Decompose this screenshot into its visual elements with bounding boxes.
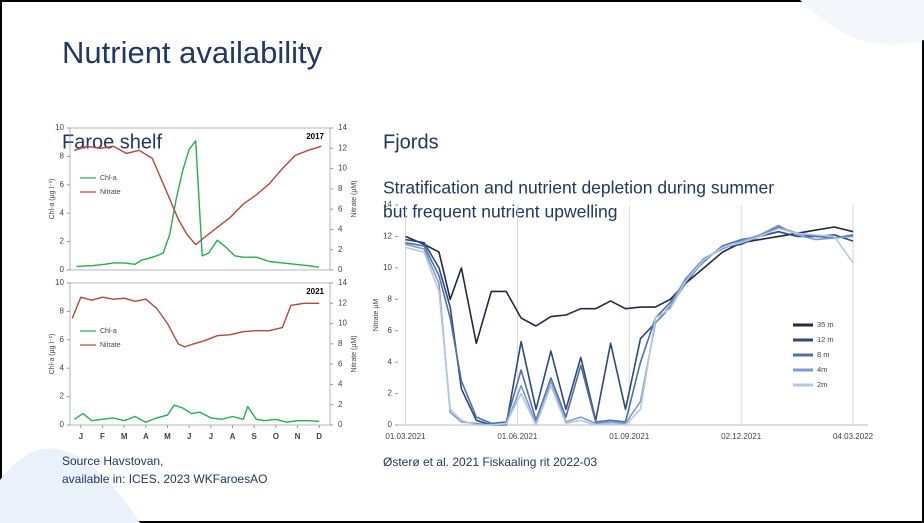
y-tick-label: 10 bbox=[55, 123, 64, 132]
body-text: Stratification and nutrient depletion du… bbox=[383, 178, 774, 198]
x-tick-label: O bbox=[273, 432, 279, 441]
y-tick-label: 8 bbox=[60, 152, 65, 161]
source: available in: ICES. 2023 WKFaroesAO bbox=[62, 472, 267, 486]
x-tick-label: 02.12.2021 bbox=[721, 432, 762, 441]
y-tick-label: 10 bbox=[55, 278, 64, 287]
x-tick-label: J bbox=[79, 432, 83, 441]
x-tick-label: 01.09.2021 bbox=[609, 432, 650, 441]
y2-tick-label: 6 bbox=[338, 204, 343, 213]
y2-tick-label: 6 bbox=[338, 359, 343, 368]
y2-tick-label: 14 bbox=[338, 123, 347, 132]
series-line bbox=[71, 296, 320, 348]
y-tick-label: 2 bbox=[60, 237, 65, 246]
y-tick-label: 4 bbox=[388, 357, 393, 366]
subtitle: Faroe shelf bbox=[62, 131, 162, 153]
y2-tick-label: 2 bbox=[338, 245, 343, 254]
y-tick-label: 2 bbox=[388, 389, 393, 398]
x-tick-label: D bbox=[316, 432, 322, 441]
y-tick-label: 8 bbox=[388, 294, 393, 303]
y-tick-label: 4 bbox=[60, 363, 65, 372]
y-axis-label: Nitrate µM bbox=[373, 299, 380, 332]
x-tick-label: J bbox=[187, 432, 191, 441]
y-tick-label: 6 bbox=[388, 326, 393, 335]
y2-axis-label: Nitrate (µM) bbox=[351, 180, 358, 217]
x-tick-label: N bbox=[295, 432, 301, 441]
subtitle: Fjords bbox=[383, 131, 439, 153]
y2-tick-label: 14 bbox=[338, 278, 347, 287]
series-line bbox=[405, 230, 854, 426]
y-tick-label: 14 bbox=[383, 200, 392, 209]
legend-label: 12 m bbox=[817, 335, 834, 344]
legend-label: Nitrate bbox=[100, 342, 121, 349]
legend-label: 2m bbox=[817, 380, 827, 389]
y-tick-label: 6 bbox=[60, 180, 65, 189]
y-tick-label: 8 bbox=[60, 307, 65, 316]
y2-axis-label: Nitrate (µM) bbox=[351, 335, 358, 372]
x-tick-label: 01.06.2021 bbox=[497, 432, 538, 441]
series-line bbox=[73, 404, 320, 423]
y-axis-label: Chl-a (µg l⁻¹) bbox=[49, 179, 56, 220]
legend-label: Chl-a bbox=[100, 328, 117, 335]
y2-tick-label: 2 bbox=[338, 400, 343, 409]
y-tick-label: 10 bbox=[383, 263, 392, 272]
y2-tick-label: 12 bbox=[338, 143, 347, 152]
source: Source Havstovan, bbox=[62, 454, 163, 468]
y2-tick-label: 10 bbox=[338, 164, 347, 173]
decor bbox=[0, 448, 140, 523]
y2-tick-label: 8 bbox=[338, 184, 343, 193]
y-tick-label: 12 bbox=[383, 232, 392, 241]
y-tick-label: 2 bbox=[60, 392, 65, 401]
y2-tick-label: 10 bbox=[338, 319, 347, 328]
y-tick-label: 6 bbox=[60, 335, 65, 344]
legend-label: Chl-a bbox=[100, 175, 117, 182]
plot-frame bbox=[69, 282, 331, 426]
decor bbox=[800, 0, 924, 45]
legend-label: 4m bbox=[817, 365, 827, 374]
x-tick-label: M bbox=[121, 432, 128, 441]
annotation: 2017 bbox=[306, 132, 324, 141]
y2-tick-label: 0 bbox=[338, 265, 343, 274]
y-tick-label: 0 bbox=[60, 265, 65, 274]
x-tick-label: J bbox=[209, 432, 213, 441]
y2-tick-label: 4 bbox=[338, 380, 343, 389]
y2-tick-label: 8 bbox=[338, 339, 343, 348]
annotation: 2021 bbox=[306, 287, 324, 296]
y2-tick-label: 12 bbox=[338, 298, 347, 307]
series-line bbox=[405, 226, 854, 345]
y2-tick-label: 0 bbox=[338, 420, 343, 429]
x-tick-label: A bbox=[143, 432, 149, 441]
x-tick-label: 01.03.2021 bbox=[385, 432, 426, 441]
series-line bbox=[74, 145, 322, 246]
x-tick-label: 04.03.2022 bbox=[833, 432, 874, 441]
series-line bbox=[76, 140, 320, 268]
y-axis-label: Chl-a (µg l⁻¹) bbox=[49, 334, 56, 375]
legend-label: 35 m bbox=[817, 320, 834, 329]
x-tick-label: S bbox=[251, 432, 257, 441]
x-tick-label: M bbox=[164, 432, 171, 441]
legend-label: Nitrate bbox=[100, 189, 121, 196]
body-text: but frequent nutrient upwelling bbox=[383, 202, 617, 222]
y-tick-label: 0 bbox=[60, 420, 65, 429]
legend-label: 8 m bbox=[817, 350, 830, 359]
y-tick-label: 0 bbox=[388, 420, 393, 429]
y2-tick-label: 4 bbox=[338, 225, 343, 234]
slide-title: Nutrient availability bbox=[62, 35, 323, 70]
series-line bbox=[405, 227, 854, 426]
x-tick-label: F bbox=[100, 432, 105, 441]
source: Østerø et al. 2021 Fiskaaling rit 2022-0… bbox=[383, 455, 597, 469]
plot-frame bbox=[69, 127, 331, 271]
y-tick-label: 4 bbox=[60, 208, 65, 217]
x-tick-label: A bbox=[230, 432, 236, 441]
